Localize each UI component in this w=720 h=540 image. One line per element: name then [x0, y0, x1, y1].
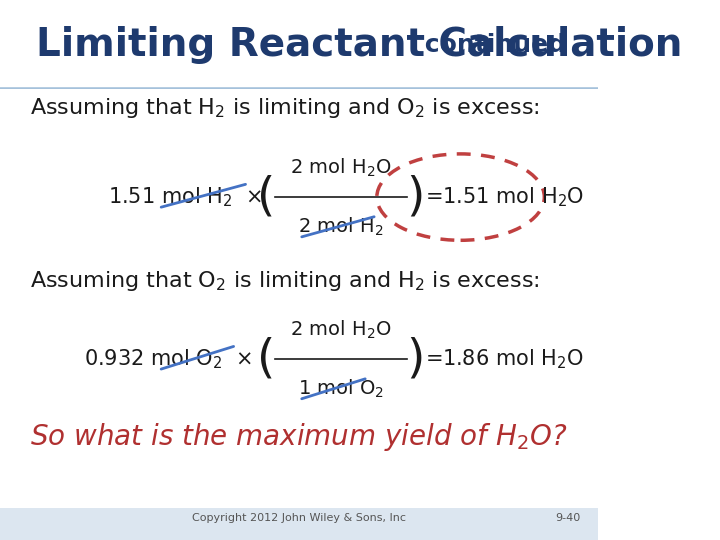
- Text: (: (: [257, 336, 275, 382]
- Text: 2 mol H$_2$: 2 mol H$_2$: [298, 215, 384, 238]
- Text: 1 mol O$_2$: 1 mol O$_2$: [298, 377, 384, 400]
- Text: Copyright 2012 John Wiley & Sons, Inc: Copyright 2012 John Wiley & Sons, Inc: [192, 514, 406, 523]
- Text: 1.51 mol H$_2$  ×: 1.51 mol H$_2$ ×: [108, 185, 262, 209]
- Text: 9-40: 9-40: [555, 514, 580, 523]
- Text: ): ): [407, 336, 425, 382]
- Text: =1.86 mol H$_2$O: =1.86 mol H$_2$O: [425, 347, 583, 371]
- Text: Limiting Reactant Calculation: Limiting Reactant Calculation: [36, 25, 683, 64]
- Text: =1.51 mol H$_2$O: =1.51 mol H$_2$O: [425, 185, 584, 209]
- Text: Assuming that O$_2$ is limiting and H$_2$ is excess:: Assuming that O$_2$ is limiting and H$_2…: [30, 269, 539, 293]
- Text: 2 mol H$_2$O: 2 mol H$_2$O: [290, 156, 392, 179]
- Text: 2 mol H$_2$O: 2 mol H$_2$O: [290, 318, 392, 341]
- Text: ): ): [407, 174, 425, 220]
- Text: (: (: [257, 174, 275, 220]
- Text: 0.932 mol O$_2$  ×: 0.932 mol O$_2$ ×: [84, 347, 252, 371]
- Text: So what is the maximum yield of H$_2$O?: So what is the maximum yield of H$_2$O?: [30, 421, 568, 454]
- Text: continued: continued: [415, 32, 566, 57]
- Text: Assuming that H$_2$ is limiting and O$_2$ is excess:: Assuming that H$_2$ is limiting and O$_2…: [30, 96, 539, 120]
